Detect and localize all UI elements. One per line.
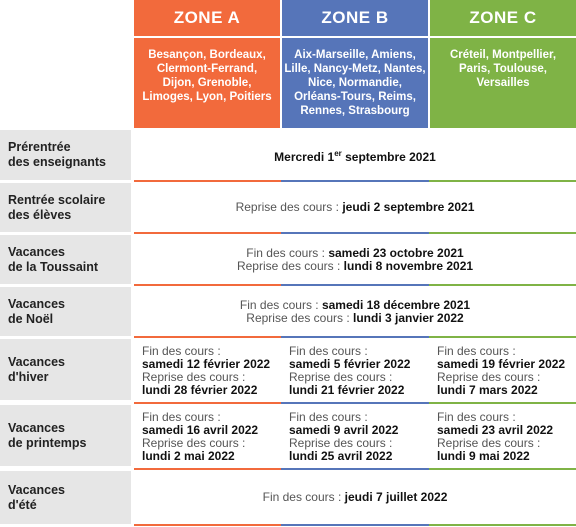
- city-line: Dijon, Grenoble,: [162, 77, 252, 89]
- date-text: samedi 12 février 2022: [142, 357, 271, 371]
- date-sup: er: [334, 148, 342, 158]
- label-line: Vacances: [8, 296, 65, 311]
- date-text: Mercredi 1: [274, 149, 335, 164]
- label-line: d'hiver: [8, 369, 49, 384]
- row-separator: [134, 524, 576, 526]
- row-label-ete: Vacances d'été: [0, 471, 131, 524]
- zone-c-header: ZONE C: [430, 0, 576, 36]
- label-line: de Noël: [8, 311, 54, 326]
- zone-b-cities: Aix-Marseille, Amiens, Lille, Nancy-Metz…: [282, 38, 428, 128]
- label-line: Vacances: [8, 420, 65, 435]
- label-line: de la Toussaint: [8, 259, 99, 274]
- city-line: Lille, Nancy-Metz, Nantes,: [284, 63, 426, 75]
- date-text: lundi 7 mars 2022: [437, 383, 538, 397]
- label-line: Vacances: [8, 244, 65, 259]
- zone-c-cities: Créteil, Montpellier, Paris, Toulouse, V…: [430, 38, 576, 128]
- row-label-rentree: Rentrée scolaire des élèves: [0, 183, 131, 232]
- date-text: lundi 2 mai 2022: [142, 449, 235, 463]
- row-label-printemps: Vacances de printemps: [0, 405, 131, 466]
- row-separator: [134, 180, 576, 182]
- city-line: Créteil, Montpellier,: [449, 49, 557, 61]
- date-text: samedi 18 décembre 2021: [321, 297, 471, 312]
- label-line: d'été: [8, 497, 37, 512]
- date-prefix: Fin des cours :: [246, 245, 329, 260]
- date-prefix: Reprise des cours :: [437, 436, 541, 450]
- label-line: Vacances: [8, 354, 65, 369]
- city-line: Clermont-Ferrand,: [156, 63, 258, 75]
- printemps-zone-a: Fin des cours : samedi 16 avril 2022 Rep…: [134, 411, 281, 463]
- date-text: samedi 23 octobre 2021: [328, 245, 464, 260]
- noel-dates: Fin des cours : samedi 18 décembre 2021 …: [134, 287, 576, 336]
- zone-a-header: ZONE A: [134, 0, 280, 36]
- date-prefix: Reprise des cours :: [289, 370, 393, 384]
- date-text: samedi 5 février 2022: [289, 357, 411, 371]
- date-prefix: Reprise des cours :: [142, 370, 246, 384]
- date-prefix: Reprise des cours :: [289, 436, 393, 450]
- date-text: lundi 3 janvier 2022: [353, 310, 464, 325]
- city-line: Rennes, Strasbourg: [300, 105, 410, 117]
- row-separator: [134, 468, 576, 470]
- date-text: jeudi 7 juillet 2022: [344, 490, 448, 504]
- label-line: des enseignants: [8, 155, 106, 169]
- printemps-zone-c: Fin des cours : samedi 23 avril 2022 Rep…: [429, 411, 576, 463]
- city-line: Aix-Marseille, Amiens,: [294, 49, 416, 61]
- date-text: lundi 8 novembre 2021: [343, 258, 474, 273]
- row-separator: [134, 336, 576, 338]
- date-prefix: Fin des cours :: [262, 490, 345, 504]
- date-text: lundi 28 février 2022: [142, 383, 258, 397]
- date-prefix: Fin des cours :: [437, 410, 516, 424]
- city-line: Nice, Normandie,: [308, 77, 402, 89]
- hiver-zone-c: Fin des cours : samedi 19 février 2022 R…: [429, 345, 576, 397]
- ete-date: Fin des cours : jeudi 7 juillet 2022: [134, 471, 576, 524]
- date-text: lundi 21 février 2022: [289, 383, 405, 397]
- date-prefix: Fin des cours :: [239, 297, 322, 312]
- label-line: Prérentrée: [8, 140, 71, 154]
- city-line: Besançon, Bordeaux,: [148, 49, 266, 61]
- date-prefix: Reprise des cours :: [437, 370, 541, 384]
- city-line: Versailles: [476, 77, 530, 89]
- date-prefix: Fin des cours :: [289, 410, 368, 424]
- label-line: des élèves: [8, 207, 72, 222]
- printemps-zone-b: Fin des cours : samedi 9 avril 2022 Repr…: [281, 411, 429, 463]
- date-text: samedi 23 avril 2022: [437, 423, 554, 437]
- date-text: samedi 19 février 2022: [437, 357, 566, 371]
- date-prefix: Reprise des cours :: [246, 310, 353, 325]
- date-text: samedi 16 avril 2022: [142, 423, 259, 437]
- date-prefix: Fin des cours :: [142, 344, 221, 358]
- row-separator: [134, 402, 576, 404]
- row-label-toussaint: Vacances de la Toussaint: [0, 235, 131, 284]
- zone-b-header: ZONE B: [282, 0, 428, 36]
- city-line: Paris, Toulouse,: [459, 63, 547, 75]
- date-prefix: Reprise des cours :: [142, 436, 246, 450]
- label-line: Rentrée scolaire: [8, 192, 106, 207]
- date-text: septembre 2021: [341, 149, 436, 164]
- date-text: samedi 9 avril 2022: [289, 423, 399, 437]
- date-prefix: Reprise des cours :: [235, 200, 343, 214]
- row-separator: [134, 284, 576, 286]
- date-prefix: Fin des cours :: [437, 344, 516, 358]
- toussaint-dates: Fin des cours : samedi 23 octobre 2021 R…: [134, 235, 576, 284]
- zone-a-cities: Besançon, Bordeaux, Clermont-Ferrand, Di…: [134, 38, 280, 128]
- date-prefix: Fin des cours :: [289, 344, 368, 358]
- date-text: lundi 25 avril 2022: [289, 449, 393, 463]
- row-separator: [134, 232, 576, 234]
- label-line: de printemps: [8, 435, 87, 450]
- row-label-noel: Vacances de Noël: [0, 287, 131, 336]
- date-text: lundi 9 mai 2022: [437, 449, 530, 463]
- hiver-zone-a: Fin des cours : samedi 12 février 2022 R…: [134, 345, 281, 397]
- city-line: Orléans-Tours, Reims,: [294, 91, 416, 103]
- prerentree-date: Mercredi 1er septembre 2021: [134, 130, 576, 180]
- label-line: Vacances: [8, 482, 65, 497]
- hiver-zone-b: Fin des cours : samedi 5 février 2022 Re…: [281, 345, 429, 397]
- date-prefix: Fin des cours :: [142, 410, 221, 424]
- row-label-prerentree: Prérentrée des enseignants: [0, 130, 131, 180]
- row-label-hiver: Vacances d'hiver: [0, 339, 131, 400]
- date-prefix: Reprise des cours :: [236, 258, 344, 273]
- rentree-date: Reprise des cours : jeudi 2 septembre 20…: [134, 183, 576, 232]
- city-line: Limoges, Lyon, Poitiers: [142, 91, 272, 103]
- date-text: jeudi 2 septembre 2021: [342, 200, 475, 214]
